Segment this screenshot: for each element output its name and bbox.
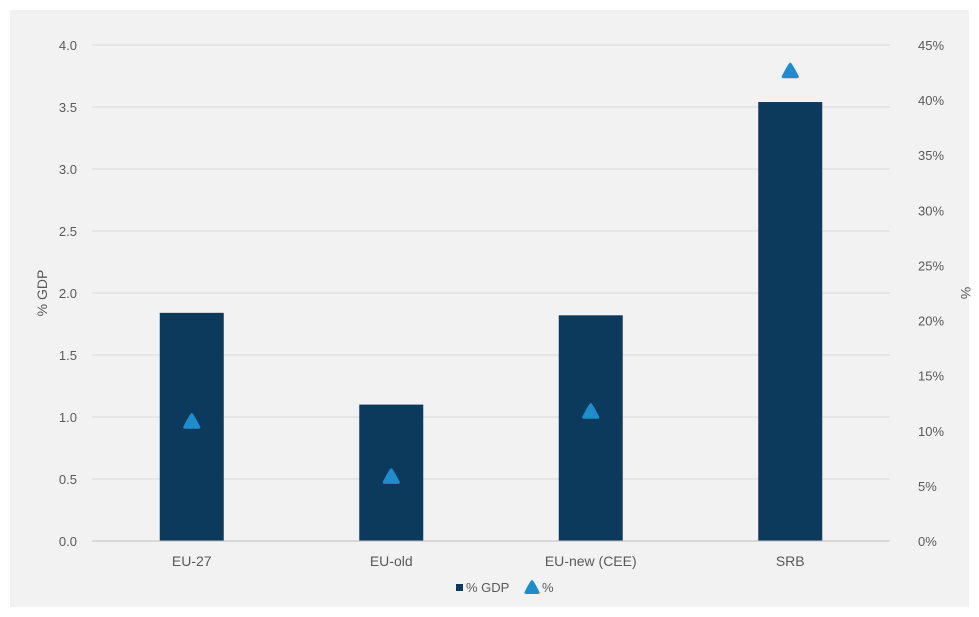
legend-swatch-triangle (524, 580, 540, 594)
y2-axis-title: % (958, 287, 974, 299)
y-tick-label: 2.5 (59, 224, 77, 239)
legend: % GDP% (456, 580, 554, 595)
y2-tick-label: 15% (918, 369, 944, 384)
x-tick-label: SRB (776, 553, 805, 569)
y2-tick-label: 5% (918, 479, 937, 494)
triangle-marker (382, 468, 400, 484)
y-tick-label: 2.0 (59, 286, 77, 301)
y-tick-label: 0.0 (59, 534, 77, 549)
legend-label: % GDP (466, 580, 509, 595)
y-axis-title: % GDP (34, 270, 50, 317)
y-tick-label: 1.5 (59, 348, 77, 363)
legend-swatch-bar (456, 584, 463, 591)
triangle-marker (781, 62, 799, 79)
y2-tick-label: 35% (918, 148, 944, 163)
y-tick-label: 4.0 (59, 38, 77, 53)
marker-series (183, 62, 799, 484)
y2-tick-label: 30% (918, 203, 944, 218)
y-tick-label: 0.5 (59, 472, 77, 487)
bar-series (159, 102, 823, 541)
y-tick-label: 1.0 (59, 410, 77, 425)
y2-tick-label: 0% (918, 534, 937, 549)
x-tick-label: EU-old (370, 553, 413, 569)
axes: 0.0 0.5 1.0 1.5 2.0 2.5 3.0 3.5 4.0 0% 5% 10% 15% 20%… (34, 38, 974, 569)
triangle-marker (582, 403, 600, 419)
bar (558, 315, 623, 541)
y2-tick-label: 25% (918, 258, 944, 273)
bar (758, 102, 823, 541)
y2-tick-label: 20% (918, 314, 944, 329)
legend-label: % (542, 580, 554, 595)
y-tick-label: 3.5 (59, 100, 77, 115)
y2-tick-label: 45% (918, 38, 944, 53)
x-tick-label: EU-27 (172, 553, 212, 569)
y2-tick-label: 10% (918, 424, 944, 439)
y-tick-label: 3.0 (59, 162, 77, 177)
triangle-marker (183, 412, 201, 429)
x-tick-label: EU-new (CEE) (545, 553, 637, 569)
y2-tick-label: 40% (918, 93, 944, 108)
